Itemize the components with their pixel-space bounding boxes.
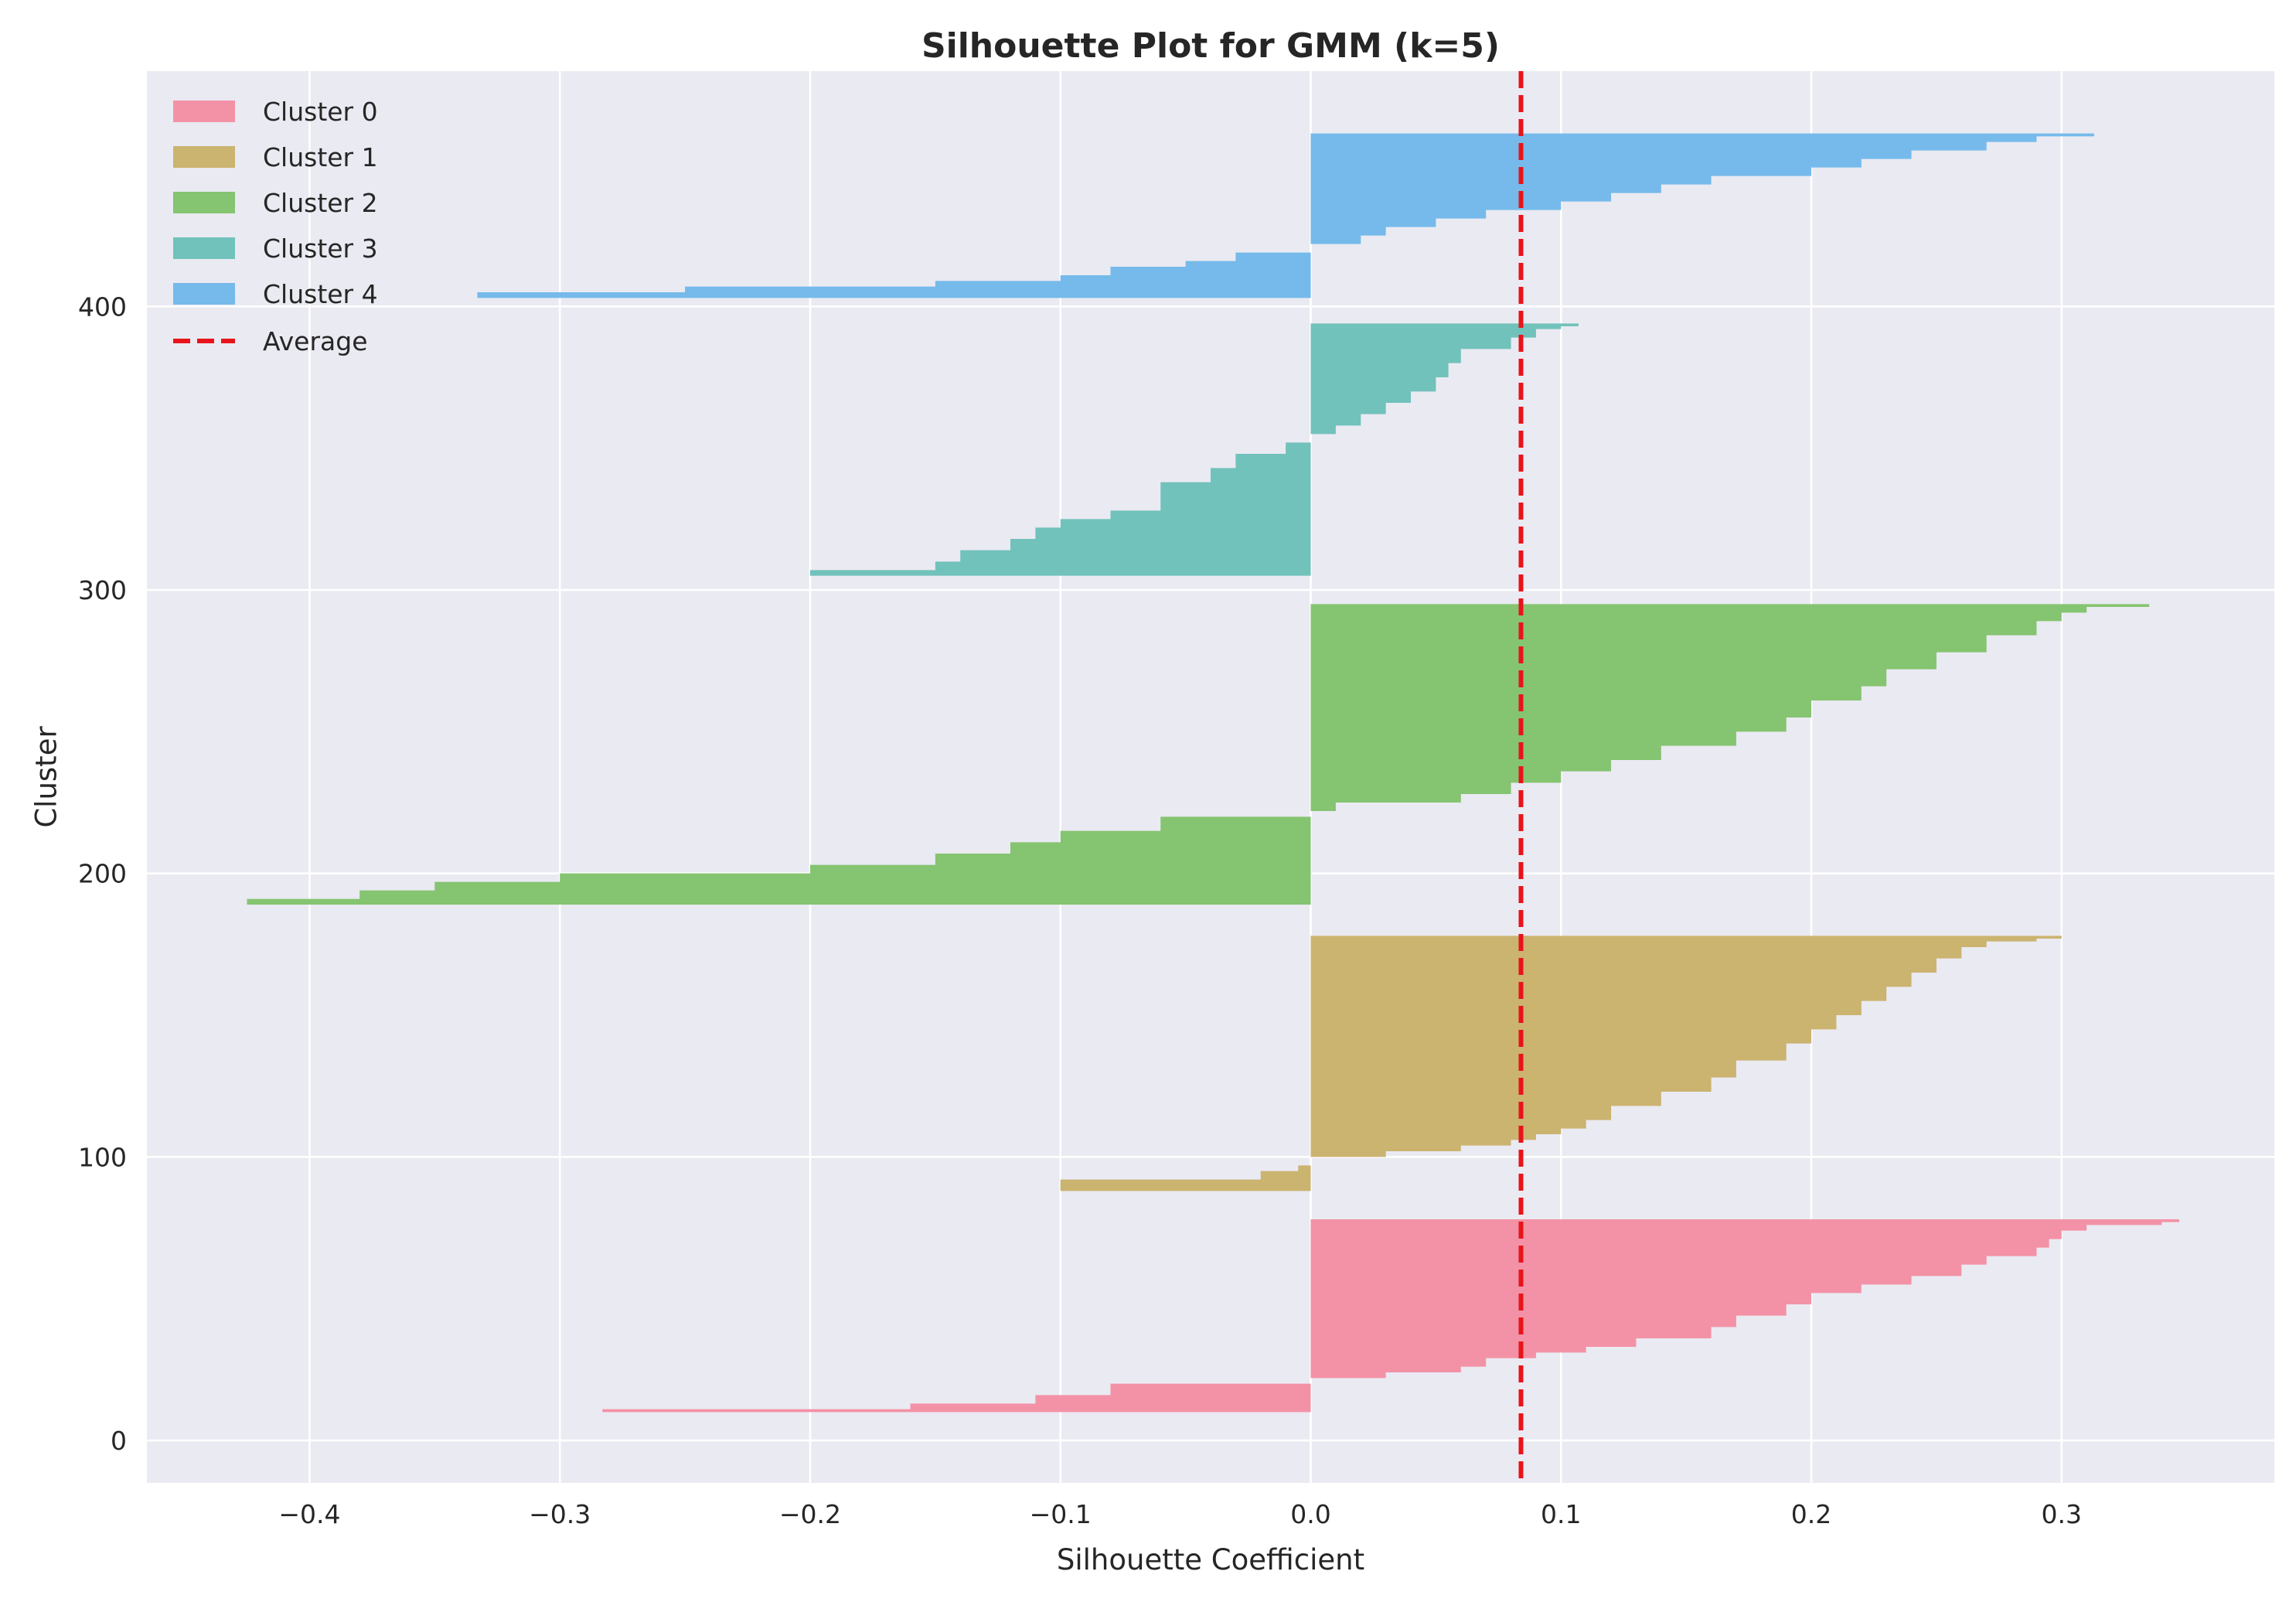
legend-label-average: Average (263, 326, 368, 356)
x-tick-label: 0.1 (1541, 1499, 1581, 1529)
y-tick-label: 200 (78, 859, 127, 889)
legend-swatch-cluster-2 (173, 192, 235, 213)
y-tick-label: 300 (78, 575, 127, 605)
legend-swatch-cluster-3 (173, 237, 235, 259)
x-tick-label: −0.3 (529, 1499, 591, 1529)
silhouette-area-cluster-1 (1060, 936, 2062, 1191)
series-layer (247, 133, 2179, 1413)
legend-label-cluster-2: Cluster 2 (263, 188, 378, 218)
y-tick-label: 400 (78, 291, 127, 322)
silhouette-area-cluster-2 (247, 604, 2150, 905)
legend-swatch-cluster-4 (173, 283, 235, 305)
legend-label-cluster-3: Cluster 3 (263, 233, 378, 264)
x-tick-label: 0.2 (1791, 1499, 1831, 1529)
legend-label-cluster-4: Cluster 4 (263, 279, 378, 309)
x-tick-label: −0.2 (779, 1499, 841, 1529)
y-tick-label: 0 (111, 1426, 127, 1456)
silhouette-area-cluster-4 (477, 133, 2094, 298)
x-tick-label: −0.4 (278, 1499, 340, 1529)
chart-title: Silhouette Plot for GMM (k=5) (921, 26, 1500, 66)
legend-label-cluster-1: Cluster 1 (263, 142, 378, 172)
y-axis-label: Cluster (30, 726, 63, 828)
x-tick-label: −0.1 (1030, 1499, 1092, 1529)
x-tick-label: 0.0 (1290, 1499, 1330, 1529)
tick-labels: −0.4 −0.3 −0.2 −0.1 0.0 0.1 0.2 0.3 0 100 200 300 40… (78, 291, 2082, 1529)
legend-label-cluster-0: Cluster 0 (263, 97, 378, 127)
x-axis-label: Silhouette Coefficient (1057, 1543, 1364, 1576)
silhouette-area-cluster-3 (809, 323, 1579, 576)
y-tick-label: 100 (78, 1142, 127, 1172)
silhouette-area-cluster-0 (602, 1219, 2179, 1413)
legend-swatch-cluster-0 (173, 101, 235, 122)
legend: Cluster 0 Cluster 1 Cluster 2 Cluster 3 Clus… (173, 97, 378, 356)
legend-swatch-cluster-1 (173, 146, 235, 168)
x-tick-label: 0.3 (2042, 1499, 2082, 1529)
